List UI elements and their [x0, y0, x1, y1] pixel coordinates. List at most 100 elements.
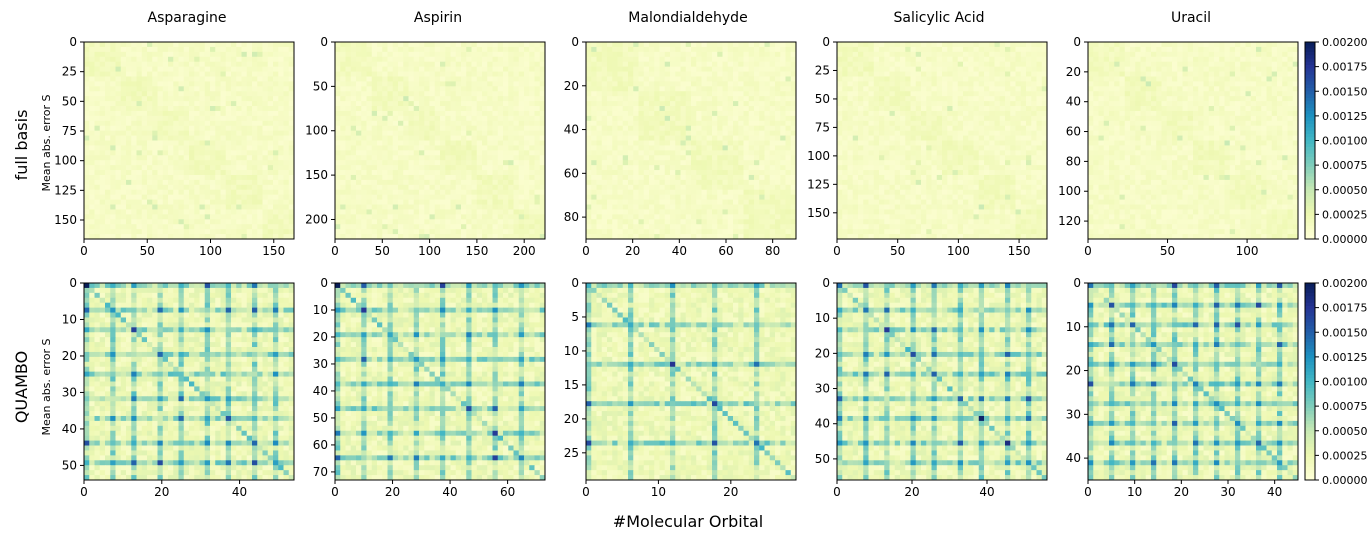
heatmap-cell	[670, 96, 676, 101]
heatmap-cell	[200, 47, 206, 52]
heatmap-cell	[273, 111, 279, 116]
heatmap-cell	[242, 72, 248, 77]
heatmap-cell	[644, 47, 650, 52]
heatmap-cell	[508, 190, 514, 195]
heatmap-cell	[419, 101, 425, 106]
heatmap-cell	[179, 111, 185, 116]
heatmap-cell	[247, 170, 253, 175]
heatmap-cell	[770, 185, 776, 190]
heatmap-cell	[612, 136, 618, 141]
heatmap-cell	[675, 91, 681, 96]
heatmap-cell	[472, 209, 478, 214]
heatmap-cell	[346, 224, 352, 229]
heatmap-cell	[514, 81, 520, 86]
heatmap-cell	[393, 106, 399, 111]
heatmap-cell	[236, 145, 242, 150]
heatmap-cell	[712, 224, 718, 229]
heatmap-cell	[623, 170, 629, 175]
heatmap-cell	[361, 175, 367, 180]
heatmap-cell	[633, 101, 639, 106]
heatmap-cell	[879, 52, 885, 57]
heatmap-cell	[461, 67, 467, 72]
heatmap-cell	[116, 155, 122, 160]
heatmap-cell	[184, 195, 190, 200]
heatmap-cell	[179, 67, 185, 72]
heatmap-cell	[477, 170, 483, 175]
heatmap-cell	[487, 57, 493, 62]
heatmap-cell	[591, 205, 597, 210]
heatmap-cell	[158, 57, 164, 62]
heatmap-cell	[586, 86, 592, 91]
heatmap-cell	[367, 224, 373, 229]
heatmap-cell	[242, 145, 248, 150]
heatmap-cell	[633, 52, 639, 57]
heatmap-cell	[654, 72, 660, 77]
heatmap-cell	[654, 106, 660, 111]
heatmap-cell	[654, 47, 660, 52]
heatmap-cell	[786, 101, 792, 106]
heatmap-cell	[284, 190, 290, 195]
heatmap-cell	[105, 136, 111, 141]
heatmap-cell	[707, 145, 713, 150]
heatmap-cell	[278, 106, 284, 111]
heatmap-cell	[200, 111, 206, 116]
heatmap-cell	[435, 224, 441, 229]
heatmap-cell	[361, 200, 367, 205]
heatmap-cell	[205, 205, 211, 210]
heatmap-cell	[508, 155, 514, 160]
heatmap-cell	[503, 96, 509, 101]
heatmap-cell	[639, 47, 645, 52]
heatmap-cell	[733, 111, 739, 116]
heatmap-cell	[686, 67, 692, 72]
heatmap-cell	[95, 81, 101, 86]
heatmap-cell	[618, 62, 624, 67]
heatmap-cell	[780, 150, 786, 155]
heatmap-cell	[147, 76, 153, 81]
heatmap-cell	[179, 136, 185, 141]
heatmap-cell	[147, 72, 153, 77]
heatmap-cell	[744, 219, 750, 224]
heatmap-cell	[403, 136, 409, 141]
heatmap-cell	[210, 229, 216, 234]
heatmap-cell	[335, 111, 341, 116]
heatmap-cell	[89, 219, 95, 224]
heatmap-cell	[728, 200, 734, 205]
heatmap-cell	[335, 42, 341, 47]
heatmap-cell	[691, 200, 697, 205]
heatmap-cell	[728, 145, 734, 150]
heatmap-cell	[168, 62, 174, 67]
heatmap-cell	[351, 106, 357, 111]
heatmap-cell	[205, 111, 211, 116]
heatmap-cell	[163, 57, 169, 62]
heatmap-cell	[717, 229, 723, 234]
heatmap-cell	[340, 76, 346, 81]
heatmap-cell	[644, 136, 650, 141]
heatmap-cell	[236, 195, 242, 200]
heatmap-cell	[105, 200, 111, 205]
heatmap-cell	[477, 67, 483, 72]
heatmap-cell	[759, 165, 765, 170]
heatmap-cell	[152, 219, 158, 224]
heatmap-cell	[110, 62, 116, 67]
heatmap-cell	[524, 42, 530, 47]
heatmap-cell	[121, 86, 127, 91]
heatmap-cell	[786, 224, 792, 229]
heatmap-cell	[749, 141, 755, 146]
heatmap-cell	[147, 195, 153, 200]
heatmap-cell	[231, 185, 237, 190]
heatmap-cell	[754, 76, 760, 81]
heatmap-cell	[466, 47, 472, 52]
heatmap-cell	[121, 170, 127, 175]
heatmap-cell	[712, 190, 718, 195]
heatmap-cell	[351, 101, 357, 106]
heatmap-cell	[974, 52, 980, 57]
heatmap-cell	[414, 145, 420, 150]
heatmap-cell	[482, 121, 488, 126]
heatmap-cell	[644, 219, 650, 224]
heatmap-cell	[100, 185, 106, 190]
heatmap-cell	[377, 72, 383, 77]
heatmap-cell	[842, 47, 848, 52]
heatmap-cell	[681, 67, 687, 72]
heatmap-cell	[215, 190, 221, 195]
heatmap-cell	[686, 111, 692, 116]
